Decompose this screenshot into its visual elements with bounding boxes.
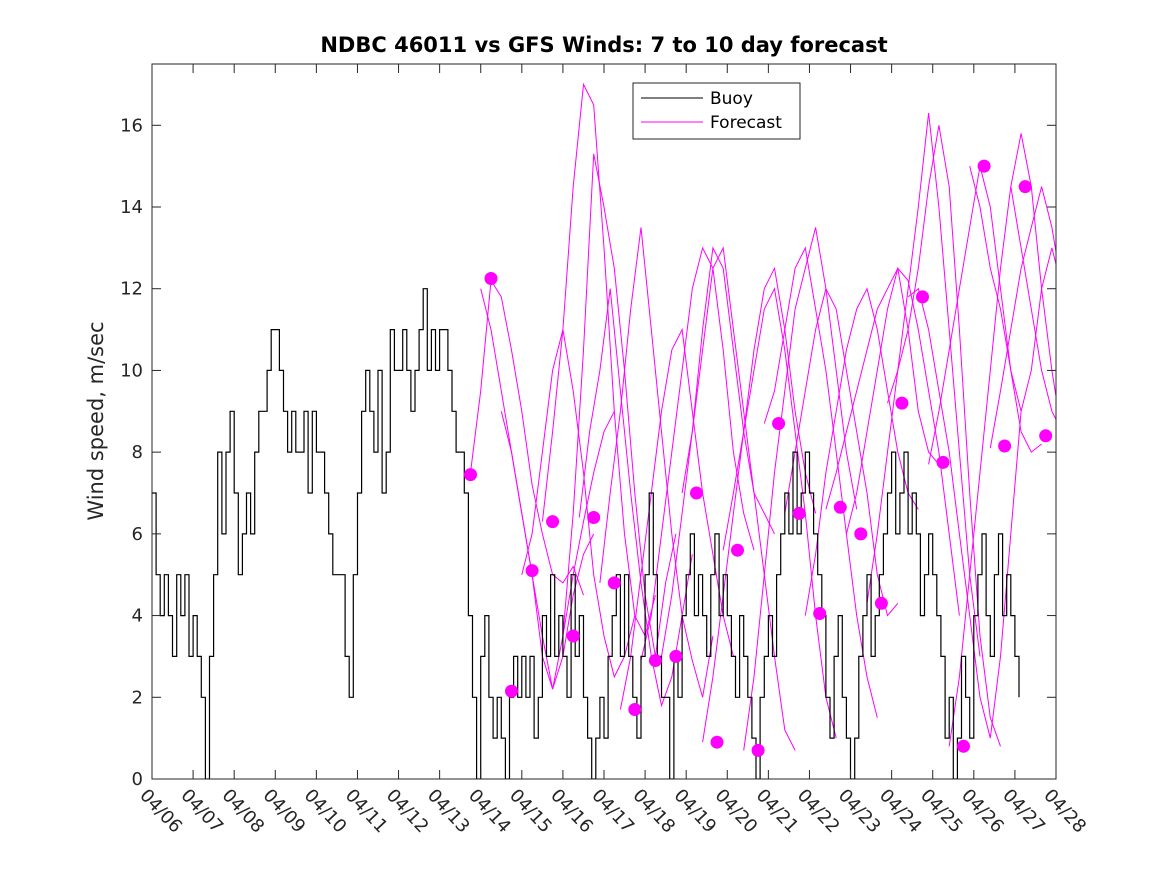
forecast-run-line [722,287,837,739]
forecast-run-line [599,227,714,698]
forecast-marker [916,290,929,304]
y-tick-label: 0 [132,769,143,790]
forecast-marker [833,500,847,514]
forecast-marker [566,629,580,643]
forecast-marker [731,543,744,557]
forecast-marker [484,272,498,285]
forecast-run-line [887,125,1001,747]
forecast-marker [998,439,1012,453]
forecast-marker [957,739,970,753]
forecast-marker [710,735,724,749]
forecast-marker [977,159,991,173]
forecast-run-line [640,246,755,661]
y-tick-label: 6 [132,524,143,545]
forecast-run-line [681,246,796,751]
forecast-marker [525,564,539,578]
forecast-run-line [866,112,981,657]
forecast-run-line [702,266,817,743]
forecast-marker [874,596,888,610]
forecast-marker [669,649,683,663]
forecast-run-line [989,186,1056,449]
legend: Buoy Forecast [632,82,801,140]
y-tick-label: 12 [120,279,143,300]
forecast-marker [464,468,477,482]
forecast-run-line [500,411,615,690]
forecast-run-line [969,165,1056,412]
y-tick-label: 4 [132,606,143,627]
forecast-marker [587,511,601,524]
forecast-marker [751,743,765,757]
forecast-marker [1018,180,1032,194]
y-axis-label: Wind speed, m/sec [84,321,108,520]
forecast-marker [936,455,950,469]
chart-title: NDBC 46011 vs GFS Winds: 7 to 10 day for… [320,33,887,57]
forecast-marker [772,417,786,430]
forecast-marker [648,654,662,667]
forecast-run-line [804,287,919,616]
legend-buoy-label: Buoy [710,89,753,109]
forecast-marker [628,703,642,716]
y-tick-label: 8 [132,442,143,463]
legend-forecast-label: Forecast [710,113,782,133]
forecast-run-line [928,165,1042,465]
forecast-run-line [1010,186,1056,421]
forecast-run-line [948,133,1056,747]
forecast-marker [607,576,621,590]
forecast-marker [792,506,806,520]
forecast-marker [813,607,827,620]
y-tick-label: 2 [132,687,143,708]
forecast-marker [1039,429,1053,443]
legend-box [632,82,801,140]
forecast-run-line [907,287,1022,739]
y-tick-label: 14 [120,197,143,218]
forecast-run-line [541,82,656,638]
forecast-run-line [470,278,584,596]
forecast-marker [690,486,703,500]
forecast-markers [464,159,1053,757]
forecast-marker [895,396,909,410]
forecast-marker [505,684,518,698]
y-axis: 0 2 4 6 8 10 12 14 16 [120,115,1056,790]
y-tick-label: 16 [120,115,143,136]
forecast-marker [546,515,560,529]
forecast-run-line [763,246,878,718]
forecast-run-line [825,266,940,510]
forecast-marker [854,527,868,541]
forecast-run-line [743,227,858,751]
y-tick-label: 10 [120,360,143,381]
